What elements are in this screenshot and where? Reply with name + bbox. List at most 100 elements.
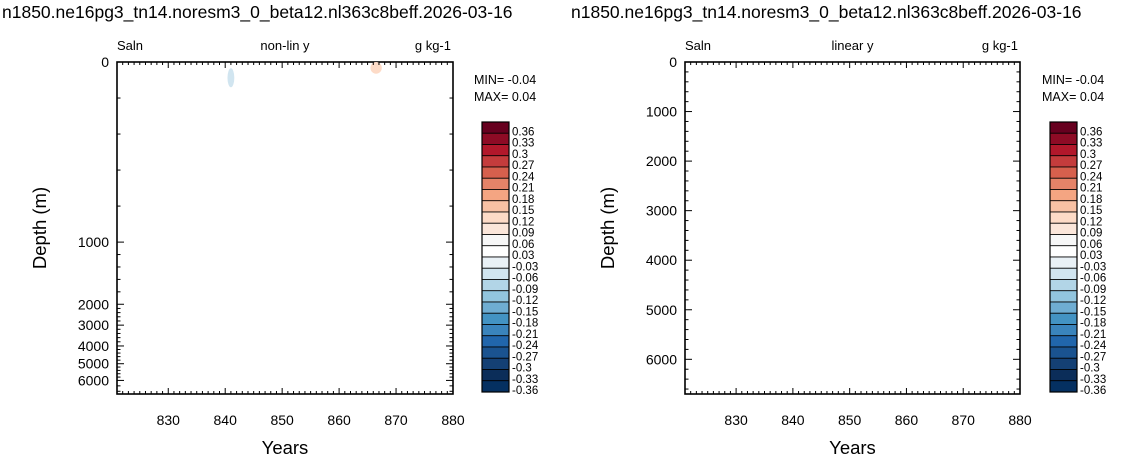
min-value-label: MIN= -0.04	[1042, 73, 1104, 87]
colorbar-label: -0.18	[1080, 318, 1106, 330]
colorbar-label: -0.12	[1080, 295, 1106, 307]
colorbar-label: -0.06	[512, 273, 538, 285]
colorbar-label: -0.09	[512, 284, 538, 296]
colorbar-label: 0.03	[512, 250, 534, 262]
colorbar-label: 0.3	[512, 149, 528, 161]
colorbar-swatch	[1049, 369, 1078, 382]
colorbar-swatch	[481, 144, 510, 157]
colorbar-label: -0.24	[512, 340, 539, 352]
y-tick-label: 5000	[646, 302, 677, 318]
colorbar-swatch	[1049, 234, 1078, 247]
colorbar-swatch	[1049, 166, 1078, 179]
colorbar-swatch	[481, 267, 510, 280]
colorbar-label: 0.09	[512, 228, 534, 240]
axis-mode-label: linear y	[832, 38, 874, 53]
colorbar-label: -0.24	[1080, 340, 1107, 352]
axis-mode-label: non-lin y	[260, 38, 310, 53]
y-axis-label: Depth (m)	[29, 187, 50, 269]
colorbar-label: 0.21	[512, 183, 534, 195]
x-tick-label: 860	[895, 412, 919, 428]
y-tick-label: 6000	[646, 351, 677, 367]
y-axis-label: Depth (m)	[597, 187, 618, 269]
data-patch	[370, 62, 382, 74]
colorbar-swatch	[1049, 357, 1078, 370]
colorbar-label: -0.18	[512, 318, 538, 330]
colorbar-frame	[481, 121, 510, 393]
colorbar-swatch	[1049, 346, 1078, 359]
variable-label: Saln	[685, 38, 711, 53]
colorbar-swatch	[481, 346, 510, 359]
colorbar-label: -0.36	[512, 385, 538, 397]
colorbar-swatch	[1049, 279, 1078, 292]
colorbar-swatch	[481, 357, 510, 370]
colorbar-swatch	[1049, 121, 1078, 134]
y-tick-label: 2000	[646, 153, 677, 169]
x-tick-label: 840	[214, 412, 238, 428]
x-tick-label: 880	[441, 412, 465, 428]
colorbar-label: -0.12	[512, 295, 538, 307]
colorbar-label: -0.06	[1080, 273, 1106, 285]
colorbar-swatch	[481, 155, 510, 168]
colorbar-label: -0.21	[1080, 329, 1106, 341]
colorbar-label: 0.3	[1080, 149, 1096, 161]
x-axis-label: Years	[829, 437, 876, 458]
colorbar-swatch	[1049, 380, 1078, 393]
colorbar-swatch	[1049, 155, 1078, 168]
y-tick-label: 0	[669, 54, 677, 70]
y-tick-label: 1000	[78, 234, 109, 250]
colorbar-label: 0.36	[512, 126, 534, 138]
colorbar-label: -0.3	[1080, 363, 1100, 375]
colorbar-label: 0.15	[512, 205, 534, 217]
colorbar-swatch	[481, 324, 510, 337]
colorbar-label: -0.33	[512, 374, 538, 386]
x-tick-label: 850	[838, 412, 862, 428]
colorbar-swatch	[481, 222, 510, 235]
colorbar-label: 0.15	[1080, 205, 1102, 217]
colorbar-swatch	[481, 211, 510, 224]
colorbar-label: 0.18	[512, 194, 534, 206]
x-tick-label: 870	[952, 412, 976, 428]
max-value-label: MAX= 0.04	[1042, 90, 1104, 104]
colorbar-label: -0.21	[512, 329, 538, 341]
colorbar-swatch	[1049, 312, 1078, 325]
colorbar-swatch	[1049, 189, 1078, 202]
colorbar-frame	[1049, 121, 1078, 393]
colorbar-swatch	[1049, 144, 1078, 157]
colorbar-label: -0.15	[512, 306, 538, 318]
x-tick-label: 830	[157, 412, 181, 428]
colorbar-swatch	[1049, 290, 1078, 303]
colorbar-label: 0.12	[512, 216, 534, 228]
colorbar-swatch	[1049, 267, 1078, 280]
y-tick-label: 3000	[78, 317, 109, 333]
colorbar-label: 0.09	[1080, 228, 1102, 240]
colorbar-swatch	[481, 279, 510, 292]
colorbar-swatch	[481, 380, 510, 393]
colorbar-swatch	[481, 166, 510, 179]
colorbar-label: 0.27	[512, 160, 534, 172]
colorbar-swatch	[1049, 301, 1078, 314]
colorbar-swatch	[1049, 256, 1078, 269]
chart-title-left: n1850.ne16pg3_tn14.noresm3_0_beta12.nl36…	[2, 2, 513, 22]
plot-frame	[684, 61, 1021, 395]
plot-frame	[116, 61, 454, 395]
colorbar-label: 0.33	[512, 138, 534, 150]
colorbar-label: -0.03	[512, 261, 538, 273]
colorbar-swatch	[481, 200, 510, 213]
colorbar-label: 0.33	[1080, 138, 1102, 150]
colorbar-swatch	[481, 335, 510, 348]
colorbar-label: 0.24	[1080, 171, 1103, 183]
colorbar-label: 0.27	[1080, 160, 1102, 172]
colorbar-swatch	[481, 312, 510, 325]
colorbar-swatch	[481, 132, 510, 145]
colorbar-label: -0.27	[1080, 351, 1106, 363]
y-tick-label: 1000	[646, 104, 677, 120]
colorbar-swatch	[481, 245, 510, 258]
x-tick-label: 860	[327, 412, 351, 428]
units-label: g kg-1	[415, 38, 451, 53]
colorbar-label: -0.09	[1080, 284, 1106, 296]
colorbar-swatch	[481, 177, 510, 190]
x-tick-label: 880	[1008, 412, 1032, 428]
colorbar-swatch	[1049, 132, 1078, 145]
x-tick-label: 850	[270, 412, 294, 428]
x-tick-label: 840	[781, 412, 805, 428]
